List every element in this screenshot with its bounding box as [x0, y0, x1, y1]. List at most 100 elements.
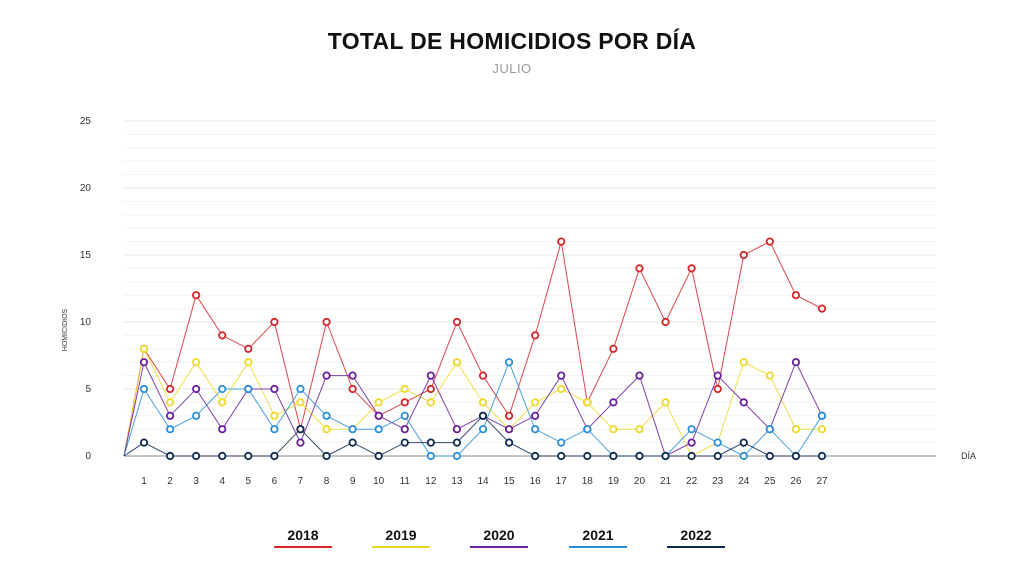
data-point: [374, 425, 383, 434]
data-point: [374, 451, 383, 461]
data-point: [504, 411, 514, 420]
data-point: [687, 425, 696, 434]
data-point: [322, 425, 331, 434]
data-point: [504, 438, 514, 447]
data-point: [478, 371, 488, 380]
legend-item-2021[interactable]: 2021: [568, 527, 628, 548]
y-tick-label: 0: [85, 451, 91, 462]
data-point: [192, 384, 201, 394]
data-point: [531, 451, 540, 461]
data-point: [583, 425, 592, 434]
chart-gridlines: [124, 120, 936, 444]
data-point: [739, 358, 748, 367]
data-point: [739, 438, 748, 447]
data-point: [687, 438, 696, 447]
x-tick-label: 19: [608, 476, 620, 487]
data-point: [322, 451, 331, 461]
x-tick-label: 8: [324, 476, 330, 487]
data-point: [765, 371, 774, 380]
data-point: [322, 371, 331, 380]
data-point: [478, 425, 488, 434]
data-point: [713, 371, 722, 380]
data-point: [739, 451, 748, 461]
x-tick-label: 5: [246, 476, 252, 487]
x-tick-label: 7: [298, 476, 304, 487]
legend-swatch: [470, 546, 528, 548]
x-tick-label: 25: [764, 476, 776, 487]
data-point: [400, 411, 409, 420]
legend-label: 2018: [287, 527, 319, 543]
data-point: [244, 358, 253, 367]
y-tick-label: 25: [80, 116, 92, 127]
legend-swatch: [372, 546, 430, 548]
x-tick-label: 12: [425, 476, 437, 487]
y-tick-label: 20: [80, 183, 92, 194]
data-point: [713, 438, 722, 447]
data-point: [687, 264, 696, 273]
data-point: [165, 451, 175, 461]
data-point: [635, 371, 644, 380]
data-point: [165, 411, 175, 420]
chart-title: TOTAL DE HOMICIDIOS POR DÍA: [327, 28, 697, 54]
data-point: [244, 344, 253, 353]
data-point: [192, 291, 201, 300]
data-point: [635, 451, 644, 461]
data-point: [452, 317, 462, 327]
legend-label: 2019: [385, 527, 417, 543]
legend-swatch: [569, 546, 627, 548]
data-point: [165, 384, 175, 394]
data-point: [218, 398, 227, 407]
data-point: [531, 425, 540, 434]
data-point: [192, 358, 201, 367]
series-line: [123, 415, 822, 457]
data-point: [557, 451, 566, 461]
data-point: [244, 384, 253, 394]
data-point: [139, 344, 149, 353]
data-point: [609, 425, 618, 434]
data-point: [165, 425, 175, 434]
y-tick-label: 5: [85, 384, 91, 395]
data-point: [139, 438, 149, 447]
data-point: [609, 451, 618, 461]
legend-label: 2020: [483, 527, 515, 543]
data-point: [426, 371, 435, 380]
data-point: [661, 317, 670, 327]
legend-swatch: [274, 546, 332, 548]
legend-swatch: [667, 546, 725, 548]
data-point: [426, 384, 435, 394]
data-point: [609, 398, 618, 407]
x-axis-label: DÍA: [961, 451, 976, 461]
data-point: [452, 425, 462, 434]
x-tick-label: 21: [660, 476, 672, 487]
data-point: [713, 384, 722, 394]
data-point: [817, 411, 827, 420]
data-point: [635, 425, 644, 434]
data-point: [557, 438, 566, 447]
data-point: [791, 291, 801, 300]
x-axis-ticks: 1 2 3 4 5 6 7 8 9 10 11 12 13 14 15 16 17 18 19 20 21 22 23 24 2…: [141, 476, 828, 487]
x-tick-label: 6: [272, 476, 278, 487]
data-point: [296, 438, 305, 447]
data-point: [478, 398, 488, 407]
data-point: [452, 438, 462, 447]
data-point: [557, 371, 566, 380]
x-tick-label: 2: [167, 476, 173, 487]
data-point: [583, 451, 592, 461]
data-point: [348, 384, 357, 394]
legend-item-2020[interactable]: 2020: [469, 527, 529, 548]
data-point: [557, 384, 566, 394]
legend-item-2019[interactable]: 2019: [371, 527, 431, 548]
series-group: [123, 237, 827, 461]
data-point: [218, 384, 227, 394]
legend-item-2022[interactable]: 2022: [666, 527, 726, 548]
legend-item-2018[interactable]: 2018: [273, 527, 333, 548]
data-point: [322, 317, 331, 327]
series-line: [123, 360, 823, 457]
legend: 2018 2019 2020 2021 2022: [0, 527, 1024, 557]
data-point: [713, 451, 722, 461]
data-point: [739, 398, 748, 407]
x-tick-label: 26: [790, 476, 802, 487]
y-tick-label: 10: [80, 317, 92, 328]
y-axis-ticks: 0 5 10 15 20 25: [80, 116, 92, 462]
